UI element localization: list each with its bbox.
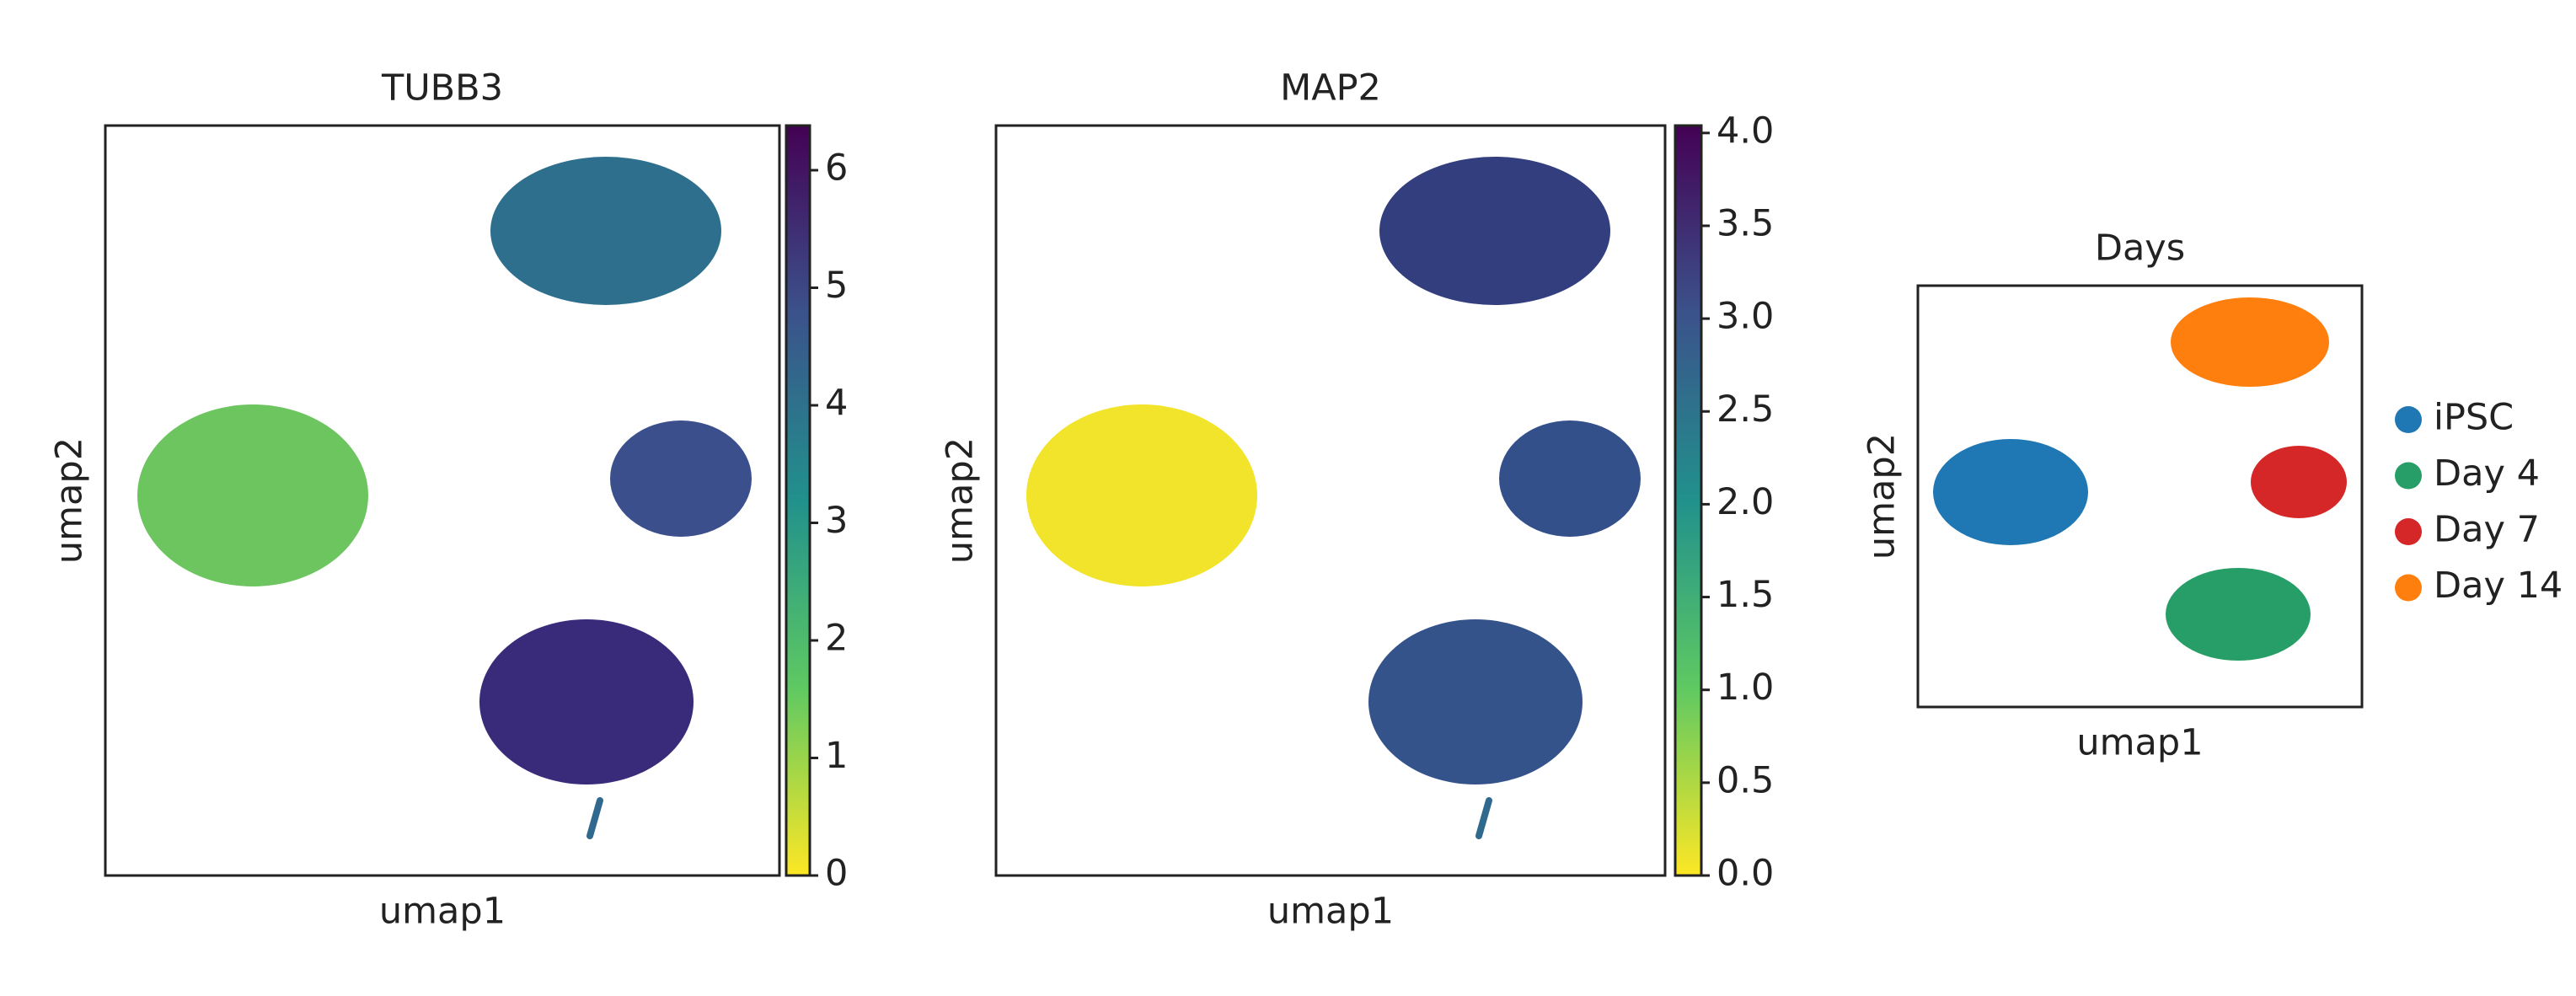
colorbar-tick-label: 1.5: [1716, 574, 1774, 616]
colorbar-tick-label: 1.0: [1716, 667, 1774, 709]
colorbar-tick-label: 4: [825, 383, 848, 425]
cluster: [1379, 157, 1610, 305]
y-axis-label: umap2: [940, 437, 982, 564]
cluster: [2171, 297, 2329, 387]
colorbar-tick-label: 2.0: [1716, 481, 1774, 523]
legend-marker: [2395, 574, 2422, 602]
colorbar-tick-label: 4.0: [1716, 110, 1774, 152]
x-axis-label: umap1: [2076, 722, 2203, 764]
legend-label: Day 14: [2434, 565, 2563, 607]
colorbar-tick-label: 3.5: [1716, 202, 1774, 244]
legend-marker: [2395, 518, 2422, 545]
legend-label: Day 4: [2434, 452, 2540, 495]
plot-frame: [104, 124, 781, 877]
clusters: [137, 157, 2347, 839]
colorbar-tick-label: 1: [825, 735, 848, 777]
y-axis-label: umap2: [1861, 433, 1904, 560]
legend-marker: [2395, 462, 2422, 490]
cluster: [610, 420, 752, 537]
cluster: [1026, 404, 1257, 586]
colorbar-tick-label: 2.5: [1716, 388, 1774, 431]
y-axis-label: umap2: [49, 437, 91, 564]
colorbar-tick-label: 0.5: [1716, 759, 1774, 801]
cluster: [1499, 420, 1641, 537]
x-axis-label: umap1: [379, 891, 506, 933]
colorbar-tick-label: 5: [825, 265, 848, 307]
plot-frame: [1916, 284, 2364, 709]
chart-title: TUBB3: [381, 67, 503, 110]
colorbar-tick-label: 6: [825, 147, 848, 190]
cluster: [1475, 797, 1492, 839]
cluster: [1933, 439, 2088, 545]
cluster: [490, 157, 721, 305]
x-axis-label: umap1: [1267, 891, 1394, 933]
colorbar-tick-label: 3: [825, 500, 848, 542]
colorbar-tick-label: 3.0: [1716, 296, 1774, 338]
cluster: [2251, 446, 2347, 518]
colorbar-tick-label: 0: [825, 853, 848, 895]
colorbar-tick-label: 2: [825, 618, 848, 660]
colorbar-tick-label: 0.0: [1716, 853, 1774, 895]
cluster: [1368, 619, 1583, 784]
cluster: [2166, 568, 2311, 661]
colorbar: [1674, 124, 1703, 877]
legend-label: Day 7: [2434, 509, 2540, 551]
cluster: [479, 619, 694, 784]
colorbar: [785, 124, 811, 877]
legend-label: iPSC: [2434, 397, 2514, 439]
legend-marker: [2395, 406, 2422, 433]
cluster: [586, 797, 603, 839]
plot-frame: [994, 124, 1667, 877]
chart-title: Days: [2095, 228, 2185, 270]
chart-title: MAP2: [1280, 67, 1381, 110]
cluster: [137, 404, 368, 586]
